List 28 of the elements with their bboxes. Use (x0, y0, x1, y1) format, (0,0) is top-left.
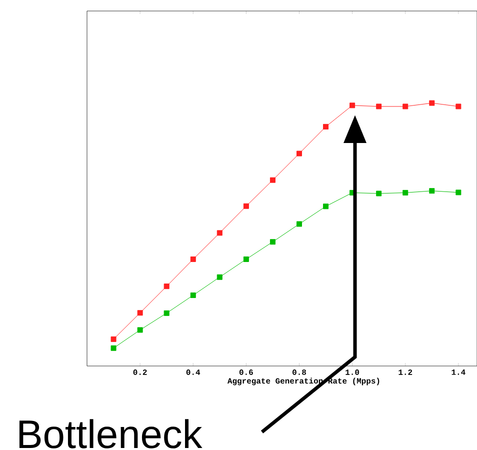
point (110, 345, 116, 351)
point (429, 188, 435, 194)
point (243, 203, 249, 209)
point (296, 150, 302, 156)
point (137, 327, 143, 333)
text: Bottleneck (19, 419, 202, 448)
point (323, 204, 329, 210)
point (456, 190, 462, 196)
point (296, 221, 302, 227)
point (164, 310, 170, 316)
point (350, 102, 356, 108)
point (137, 310, 143, 316)
point (376, 104, 382, 110)
point (402, 190, 408, 196)
point (190, 256, 196, 262)
point (323, 124, 329, 130)
point (216, 274, 222, 280)
point (456, 104, 462, 110)
point (270, 239, 276, 245)
point (243, 256, 249, 262)
point (376, 190, 382, 196)
point (270, 177, 276, 183)
point (110, 336, 116, 342)
point (216, 230, 222, 236)
point (190, 292, 196, 298)
point (429, 100, 435, 106)
point (164, 284, 170, 290)
point (402, 104, 408, 110)
